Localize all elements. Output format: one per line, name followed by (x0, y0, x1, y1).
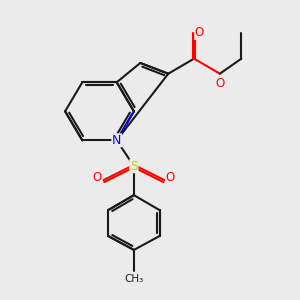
Text: O: O (215, 77, 224, 90)
Text: O: O (93, 171, 102, 184)
Text: CH₃: CH₃ (124, 274, 143, 284)
Text: O: O (195, 26, 204, 39)
Text: N: N (112, 134, 122, 147)
Text: O: O (166, 171, 175, 184)
Text: S: S (130, 160, 138, 172)
